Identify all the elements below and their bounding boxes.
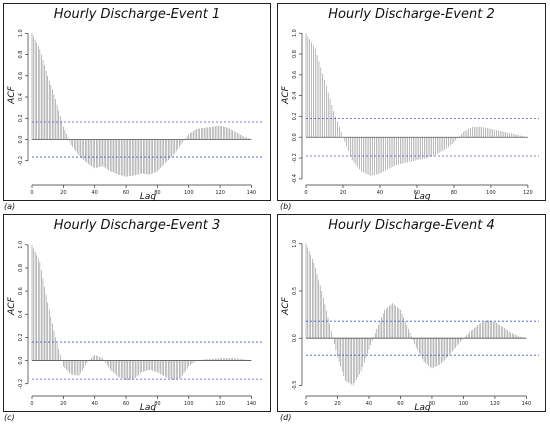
- y-tick-label: -0.5: [292, 381, 298, 391]
- acf-bars: [305, 243, 526, 386]
- acf-bars: [31, 244, 251, 381]
- x-tick-label: 60: [397, 401, 403, 407]
- y-tick-label: 0.6: [292, 71, 298, 79]
- x-tick-label: 60: [123, 401, 129, 407]
- x-tick-label: 20: [334, 401, 340, 407]
- y-tick-label: -0.4: [292, 174, 298, 184]
- acf-chart-event-1: -0.2 0.0 0.2 0.4 0.6 0.8 1.0 0 20 40 60 80 100 120 140…: [7, 29, 264, 202]
- x-tick-label: 40: [92, 401, 98, 407]
- x-tick-label: 100: [184, 190, 194, 196]
- panel-event-3: Hourly Discharge-Event 3 -0.2 0.0 0.2 0.4 0.…: [3, 214, 271, 413]
- y-tick-label: 1.0: [18, 241, 24, 249]
- y-tick-label: -0.2: [18, 379, 24, 389]
- x-tick-label: 100: [184, 401, 194, 407]
- chart-title: Hourly Discharge-Event 2: [328, 7, 495, 22]
- x-tick-label: 120: [490, 401, 500, 407]
- y-tick-label: 0.4: [18, 93, 24, 101]
- x-axis-label: Lag: [414, 192, 431, 202]
- y-axis-label: ACF: [7, 296, 17, 315]
- acf-chart-event-4: -0.5 0.0 0.5 1.0 0 20 40 60 80 100 120 140 Lag ACF: [281, 240, 539, 413]
- panel-event-2: Hourly Discharge-Event 2 -0.4 -0.2 0.0 0.2 0…: [277, 3, 546, 202]
- y-tick-label: 0.4: [292, 92, 298, 100]
- x-tick-label: 40: [366, 401, 372, 407]
- y-tick-label: 0.5: [292, 287, 298, 295]
- acf-bars: [31, 33, 251, 177]
- y-tick-label: -0.2: [292, 153, 298, 163]
- chart-title: Hourly Discharge-Event 4: [328, 218, 495, 233]
- x-tick-label: 0: [304, 190, 307, 196]
- panel-label-b: (b): [280, 202, 292, 211]
- y-axis-label: ACF: [7, 85, 17, 104]
- x-axis-label: Lag: [140, 192, 157, 202]
- y-axis-label: ACF: [281, 85, 291, 104]
- x-tick-label: 140: [247, 401, 257, 407]
- y-tick-label: 0.0: [18, 136, 24, 144]
- y-tick-label: 0.0: [292, 133, 298, 141]
- x-tick-label: 100: [459, 401, 469, 407]
- x-tick-label: 20: [60, 190, 66, 196]
- panel-label-a: (a): [4, 202, 16, 211]
- x-tick-label: 120: [523, 190, 533, 196]
- y-tick-label: 0.0: [292, 334, 298, 342]
- chart-title: Hourly Discharge-Event 3: [53, 218, 221, 233]
- x-tick-label: 80: [154, 190, 160, 196]
- y-tick-label: 0.8: [18, 51, 24, 59]
- x-tick-label: 0: [304, 401, 307, 407]
- x-tick-label: 140: [522, 401, 532, 407]
- x-tick-label: 60: [414, 190, 420, 196]
- x-tick-label: 40: [92, 190, 98, 196]
- x-tick-label: 80: [429, 401, 435, 407]
- y-axis-label: ACF: [281, 296, 291, 315]
- y-tick-label: 0.8: [18, 264, 24, 272]
- x-tick-label: 20: [60, 401, 66, 407]
- x-tick-label: 40: [377, 190, 383, 196]
- x-tick-label: 60: [123, 190, 129, 196]
- x-axis-label: Lag: [414, 403, 431, 413]
- y-tick-label: 0.2: [18, 333, 24, 341]
- y-tick-label: 0.6: [18, 287, 24, 295]
- panel-label-d: (d): [280, 413, 292, 422]
- y-tick-label: 1.0: [292, 240, 298, 248]
- x-tick-label: 20: [340, 190, 346, 196]
- panel-label-c: (c): [4, 413, 15, 422]
- y-tick-label: 0.8: [292, 50, 298, 58]
- x-tick-label: 140: [247, 190, 257, 196]
- chart-title: Hourly Discharge-Event 1: [53, 7, 221, 22]
- x-tick-label: 120: [215, 190, 225, 196]
- x-tick-label: 80: [154, 401, 160, 407]
- y-tick-label: 0.2: [18, 114, 24, 122]
- y-tick-label: 0.0: [18, 357, 24, 365]
- y-tick-label: 1.0: [292, 29, 298, 37]
- x-tick-label: 80: [451, 190, 457, 196]
- x-tick-label: 100: [486, 190, 496, 196]
- panel-event-4: Hourly Discharge-Event 4 -0.5 0.0 0.5 1.0 0 2…: [277, 214, 546, 413]
- x-axis-label: Lag: [140, 403, 157, 413]
- y-tick-label: 1.0: [18, 29, 24, 37]
- y-tick-label: 0.4: [18, 310, 24, 318]
- acf-chart-event-3: -0.2 0.0 0.2 0.4 0.6 0.8 1.0 0 20 40 60 80 100 120 140…: [7, 241, 264, 413]
- y-tick-label: 0.2: [292, 112, 298, 120]
- acf-chart-event-2: -0.4 -0.2 0.0 0.2 0.4 0.6 0.8 1.0 0 20 40 60 80 100 12…: [281, 29, 539, 202]
- y-tick-label: 0.6: [18, 72, 24, 80]
- acf-bars: [305, 33, 527, 176]
- y-tick-label: -0.2: [18, 156, 24, 166]
- x-tick-label: 120: [215, 401, 225, 407]
- x-tick-label: 0: [30, 401, 33, 407]
- x-tick-label: 0: [30, 190, 33, 196]
- panel-event-1: Hourly Discharge-Event 1 -0.2 0.0 0.2 0.4 0.…: [3, 3, 271, 202]
